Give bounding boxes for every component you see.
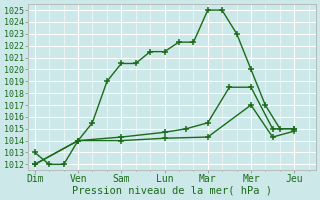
X-axis label: Pression niveau de la mer( hPa ): Pression niveau de la mer( hPa ) [72,186,272,196]
